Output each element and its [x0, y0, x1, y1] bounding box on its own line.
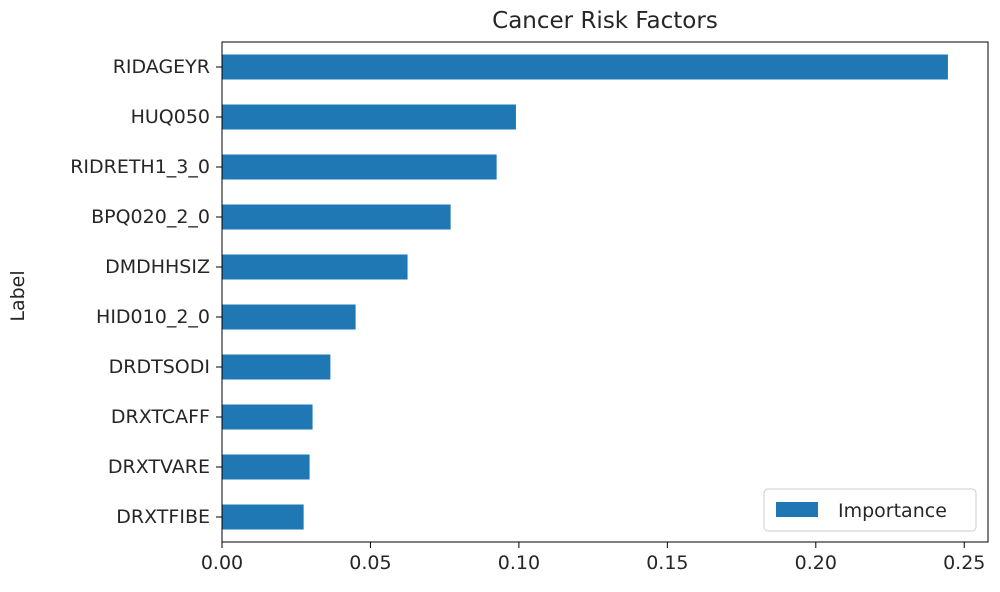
x-tick-label: 0.00 — [201, 552, 243, 574]
bar-bpq020-2-0 — [222, 204, 451, 230]
x-tick-label: 0.10 — [498, 552, 540, 574]
y-tick-label: DRXTFIBE — [116, 506, 210, 528]
legend-label: Importance — [838, 500, 947, 522]
x-axis-ticks: 0.00 0.05 0.10 0.15 0.20 0.25 — [201, 542, 985, 574]
x-tick-label: 0.20 — [795, 552, 837, 574]
legend-box — [763, 488, 977, 532]
bar-ridageyr — [222, 54, 948, 80]
bar-drxtcaff — [222, 404, 313, 430]
y-tick-label: DMDHHSIZ — [105, 256, 210, 278]
bar-huq050 — [222, 104, 516, 130]
bar-drxtvare — [222, 454, 310, 480]
x-tick-label: 0.15 — [646, 552, 688, 574]
bar-drdtsodi — [222, 354, 331, 380]
y-tick-label: BPQ020_2_0 — [91, 206, 210, 228]
y-tick-label: DRXTCAFF — [111, 406, 210, 428]
y-axis-ticks: RIDAGEYR HUQ050 RIDRETH1_3_0 BPQ020_2_0 DMDH… — [70, 56, 222, 528]
y-tick-label: HUQ050 — [131, 106, 210, 128]
bar-hid010-2-0 — [222, 304, 356, 330]
plot-frame — [221, 41, 989, 543]
y-tick-label: HID010_2_0 — [96, 306, 210, 328]
bars-group — [222, 54, 948, 530]
x-tick-label: 0.25 — [943, 552, 985, 574]
y-tick-label: DRDTSODI — [109, 356, 210, 378]
y-tick-label: RIDAGEYR — [113, 56, 210, 78]
y-tick-label: DRXTVARE — [108, 456, 210, 478]
y-tick-label: RIDRETH1_3_0 — [70, 156, 210, 178]
bar-dmdhhsiz — [222, 254, 408, 280]
y-axis-label: Label — [7, 270, 29, 321]
x-tick-label: 0.05 — [349, 552, 391, 574]
chart-title: Cancer Risk Factors — [492, 8, 718, 34]
bar-ridreth1-3-0 — [222, 154, 497, 180]
legend: Importance — [763, 488, 977, 532]
legend-swatch — [776, 502, 818, 517]
bar-drxtfibe — [222, 504, 304, 530]
